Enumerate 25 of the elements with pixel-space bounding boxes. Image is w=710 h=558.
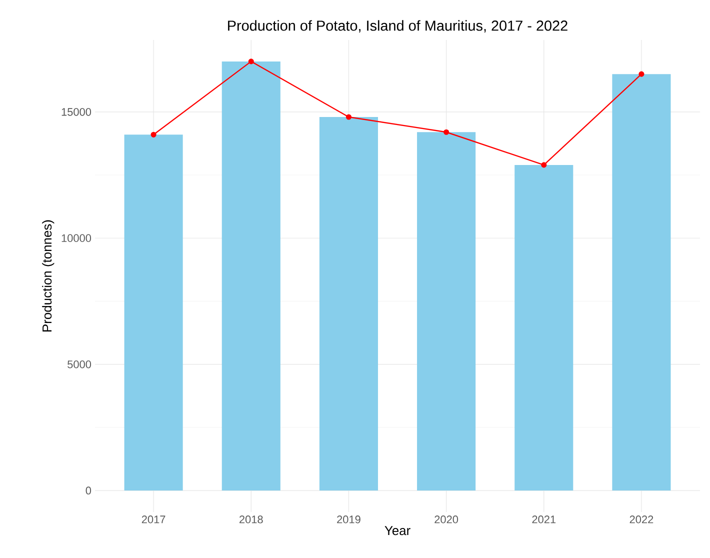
y-tick-label: 0 bbox=[86, 486, 92, 494]
x-tick-label: 2019 bbox=[337, 516, 360, 524]
bar bbox=[514, 164, 574, 491]
x-tick-label: 2021 bbox=[532, 516, 556, 524]
bar bbox=[222, 61, 280, 491]
bar bbox=[319, 116, 378, 491]
chart-title: Production of Potato, Island of Mauritius, 2017 - 2022 bbox=[228, 20, 568, 32]
point bbox=[346, 114, 352, 120]
point bbox=[248, 58, 254, 64]
x-tick-label: 2017 bbox=[142, 516, 166, 524]
x-tick-label: 2018 bbox=[239, 516, 263, 524]
y-tick-label: 5000 bbox=[68, 360, 92, 368]
x-tick-label: 2020 bbox=[434, 516, 458, 524]
x-axis-title: Year bbox=[384, 526, 410, 536]
point bbox=[150, 132, 156, 138]
point bbox=[541, 162, 547, 168]
point bbox=[638, 71, 644, 77]
bar bbox=[124, 134, 183, 491]
bar bbox=[417, 132, 476, 491]
y-axis-title: Production (tonnes) bbox=[42, 220, 54, 332]
x-tick-label: 2022 bbox=[630, 516, 654, 524]
point bbox=[444, 129, 450, 135]
bar bbox=[612, 74, 671, 491]
y-tick-label: 10000 bbox=[62, 234, 92, 242]
y-tick-label: 15000 bbox=[62, 108, 92, 116]
